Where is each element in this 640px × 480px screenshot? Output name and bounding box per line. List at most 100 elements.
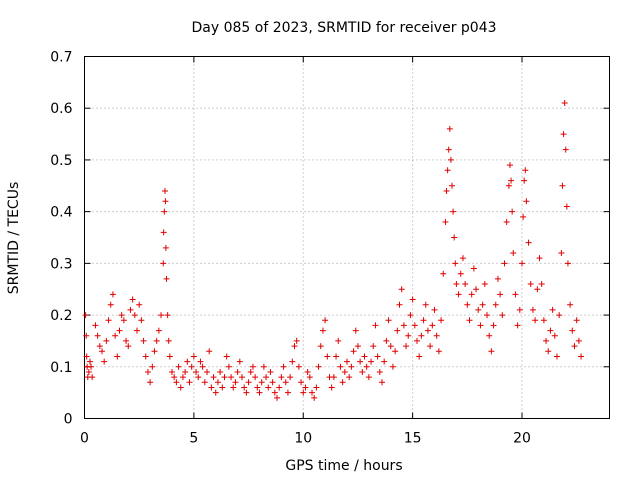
data-point — [287, 374, 294, 381]
data-point — [499, 312, 506, 319]
data-point — [88, 363, 95, 370]
data-point — [411, 322, 418, 329]
data-point — [184, 358, 191, 365]
tick-layer: 0 0.1 0.2 0.3 0.4 0.5 0.6 0.7 0 5 10 15 20 — [50, 50, 610, 447]
data-point — [405, 332, 412, 339]
data-point — [484, 312, 490, 319]
data-point — [445, 146, 452, 153]
data-point — [564, 260, 571, 267]
data-point — [214, 379, 221, 386]
data-point — [440, 270, 447, 277]
data-point — [475, 306, 482, 313]
data-point — [525, 239, 532, 246]
data-point — [284, 389, 291, 396]
data-point — [155, 327, 162, 334]
data-point — [204, 368, 210, 375]
data-point — [357, 358, 364, 365]
data-point — [414, 337, 420, 344]
data-point — [311, 394, 318, 401]
data-point — [348, 363, 355, 370]
data-point — [451, 234, 458, 241]
y-axis-label: SRMTID / TECUs — [6, 182, 22, 295]
data-point — [260, 363, 267, 370]
data-point — [361, 353, 368, 360]
data-point — [394, 327, 401, 334]
data-point — [381, 358, 388, 365]
data-point — [313, 384, 320, 391]
data-point — [228, 374, 235, 381]
data-point — [335, 337, 342, 344]
data-point — [236, 358, 243, 365]
data-point — [372, 322, 379, 329]
data-point — [103, 337, 110, 344]
data-point — [422, 301, 429, 308]
data-point — [462, 281, 469, 288]
data-point — [447, 156, 454, 163]
data-point — [197, 358, 204, 365]
data-point — [468, 291, 475, 298]
data-point — [571, 343, 578, 350]
data-point — [225, 363, 232, 370]
data-point — [506, 162, 513, 169]
data-point — [158, 312, 165, 319]
data-point — [333, 353, 340, 360]
data-point — [354, 343, 361, 350]
data-point — [267, 368, 274, 375]
data-point — [217, 368, 224, 375]
data-point — [438, 317, 445, 324]
data-point — [443, 187, 450, 194]
data-point — [120, 317, 127, 324]
data-point — [543, 337, 550, 344]
data-point — [420, 317, 427, 324]
data-point — [573, 317, 580, 324]
y-tick-label: 0.2 — [50, 308, 72, 324]
data-point — [344, 358, 350, 365]
data-point — [300, 389, 307, 396]
data-point — [538, 281, 545, 288]
data-point — [302, 384, 309, 391]
data-point — [479, 301, 486, 308]
x-tick-label: 20 — [513, 431, 531, 447]
data-point — [536, 255, 543, 262]
data-point — [429, 322, 436, 329]
data-point — [114, 353, 121, 360]
data-point — [129, 296, 136, 303]
y-tick-label: 0.6 — [50, 101, 72, 117]
data-point — [341, 368, 348, 375]
data-point — [221, 374, 228, 381]
data-point — [82, 312, 89, 319]
data-point — [400, 322, 407, 329]
data-point — [92, 322, 99, 329]
data-point — [274, 394, 280, 401]
data-point — [193, 368, 200, 375]
data-point — [559, 182, 566, 189]
data-point — [131, 312, 138, 319]
data-point — [160, 229, 167, 236]
data-point — [199, 363, 206, 370]
data-point — [392, 348, 399, 355]
data-point — [521, 177, 528, 184]
x-tick-label: 5 — [189, 431, 198, 447]
data-point — [383, 337, 390, 344]
data-point — [306, 374, 313, 381]
data-point — [182, 368, 189, 375]
data-point — [258, 379, 265, 386]
data-point — [206, 348, 213, 355]
data-point — [256, 389, 263, 396]
data-point — [162, 187, 168, 194]
data-point — [540, 317, 547, 324]
data-point — [291, 343, 298, 350]
data-point — [289, 358, 296, 365]
data-point — [208, 384, 215, 391]
data-point — [164, 312, 171, 319]
data-point — [363, 363, 370, 370]
data-point — [280, 363, 287, 370]
data-point — [125, 343, 132, 350]
data-point — [269, 379, 276, 386]
data-point — [241, 384, 248, 391]
grid-layer — [84, 56, 610, 419]
data-point — [505, 182, 512, 189]
data-point — [89, 374, 96, 381]
data-point — [532, 317, 539, 324]
